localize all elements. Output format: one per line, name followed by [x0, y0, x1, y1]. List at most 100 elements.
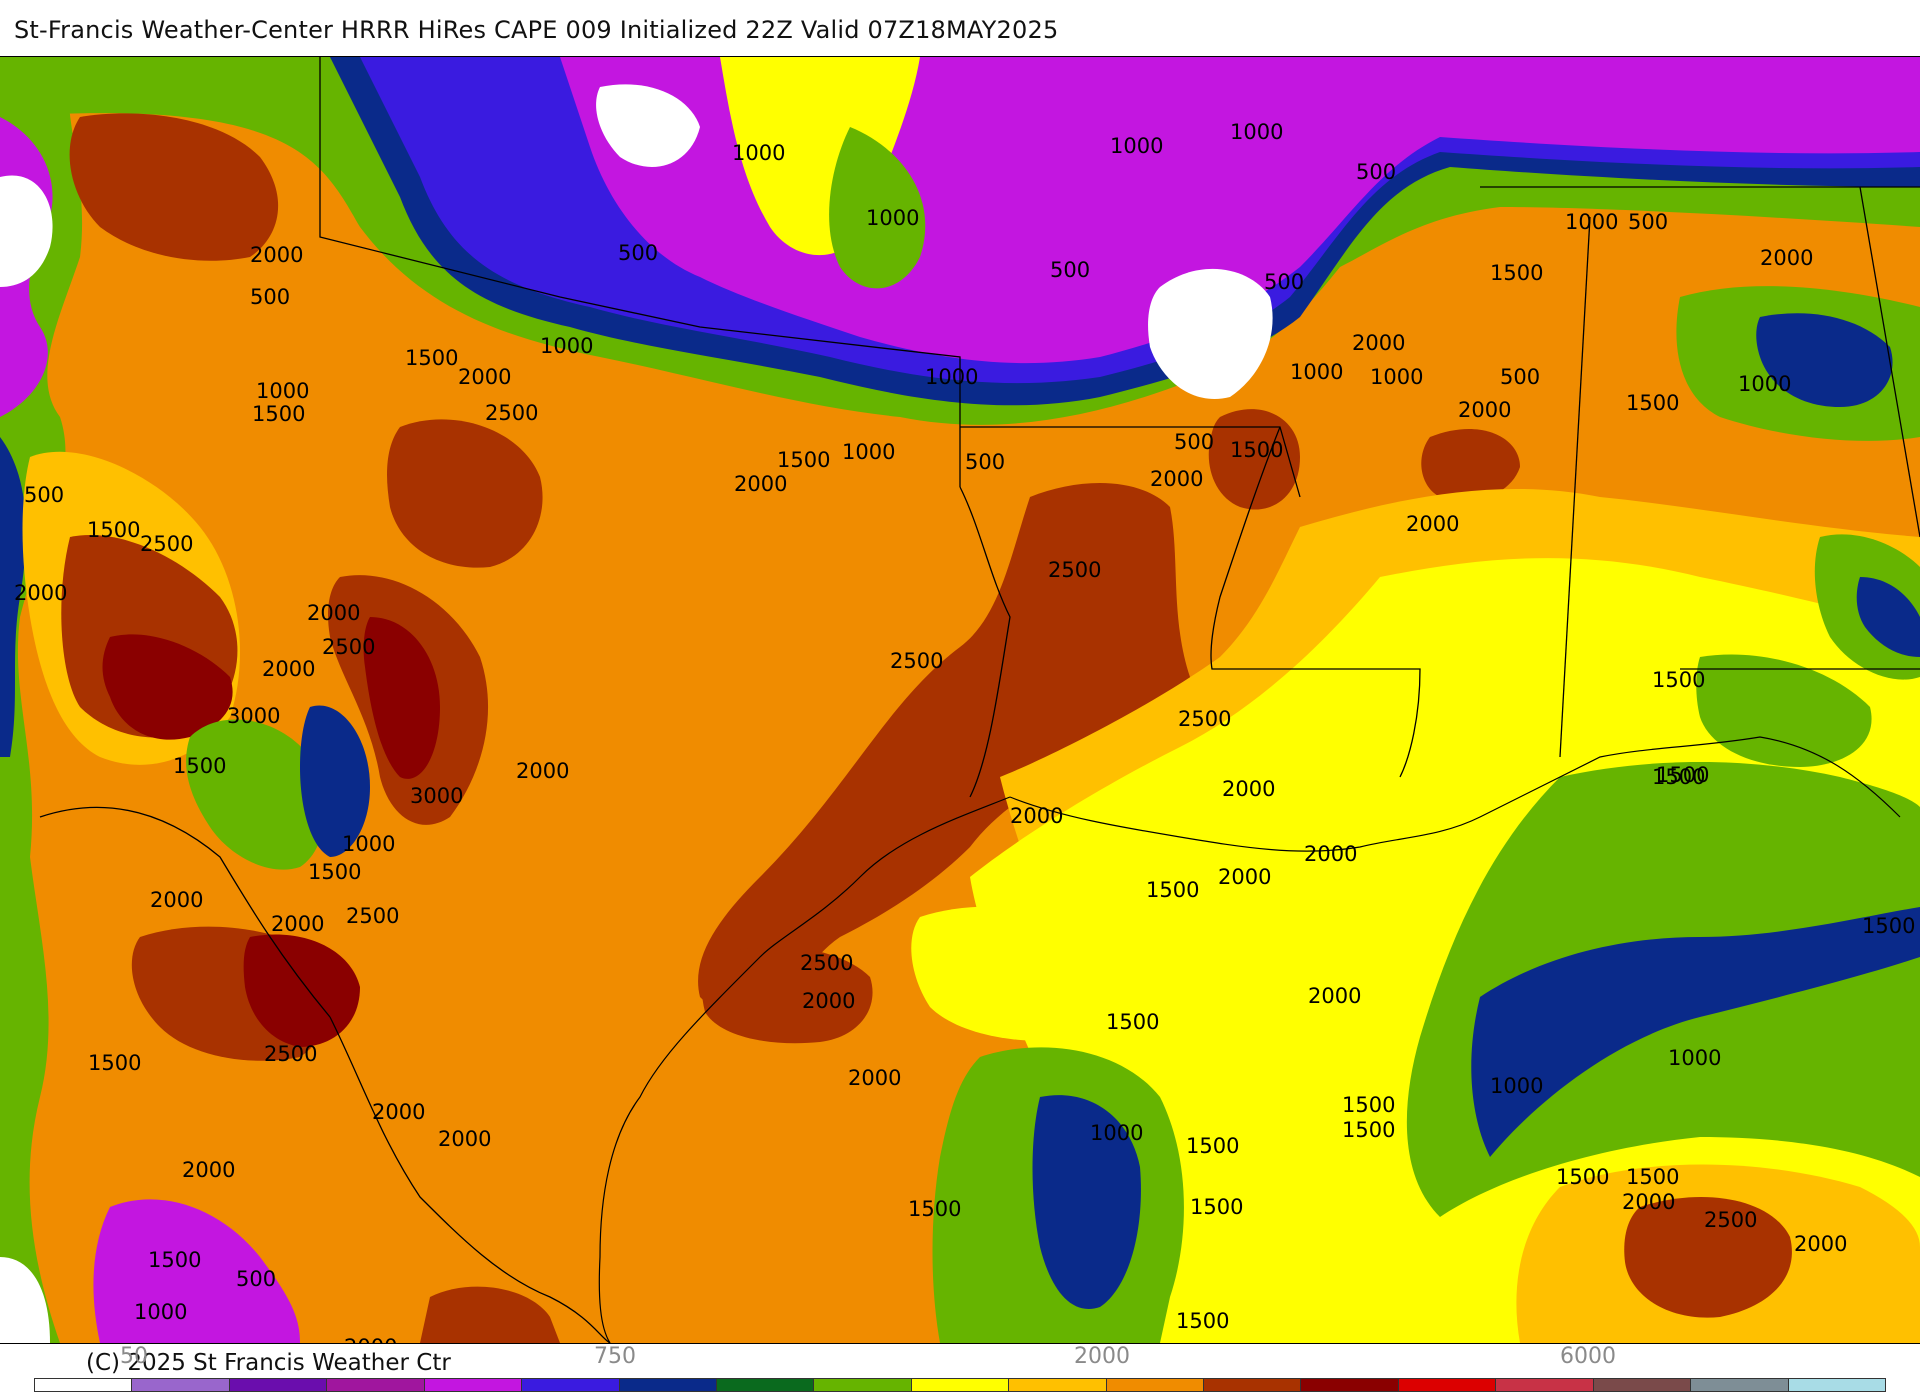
- contour-label: 1500: [1556, 1165, 1609, 1189]
- contour-label: 2500: [1178, 707, 1231, 731]
- colorbar-segment: [1788, 1379, 1886, 1391]
- south-brown-patch: [420, 1286, 560, 1343]
- contour-label: 1500: [1656, 763, 1709, 787]
- contour-label: 2000: [1304, 842, 1357, 866]
- coastline: [598, 736, 1901, 1343]
- contour-label: 500: [1628, 210, 1668, 234]
- contour-label: 2000: [1150, 467, 1203, 491]
- contour-label: 1000: [1370, 365, 1423, 389]
- legend-tick-label: 750: [594, 1344, 636, 1369]
- contour-label: 1000: [1565, 210, 1618, 234]
- contour-labels: 1000 1000 1000 500 1000 500 1000 500 500…: [14, 120, 1915, 1343]
- southeast-brown-zone: [1624, 1197, 1792, 1318]
- contour-label: 2000: [1222, 777, 1275, 801]
- southeast-green-patch: [1696, 654, 1872, 767]
- colorbar-segment: [132, 1379, 230, 1391]
- northeast-navy-zone: [1756, 313, 1893, 407]
- contour-label: 500: [1356, 160, 1396, 184]
- contour-label: 1500: [1186, 1134, 1239, 1158]
- contour-label: 2000: [262, 657, 315, 681]
- contour-label: 2000: [1458, 398, 1511, 422]
- contour-label: 1500: [87, 518, 140, 542]
- contour-label: 1500: [173, 754, 226, 778]
- contour-label: 2000: [848, 1066, 901, 1090]
- colorbar-segment: [327, 1379, 425, 1391]
- colorbar-segment: [619, 1379, 717, 1391]
- colorbar-segment: [1106, 1379, 1205, 1391]
- gulf-navy-zone: [1032, 1095, 1141, 1309]
- contour-label: 2000: [1308, 984, 1361, 1008]
- central-brown-axis: [698, 483, 1192, 1026]
- contour-label: 1000: [1738, 372, 1791, 396]
- colorbar-segment: [1204, 1379, 1302, 1391]
- north-brown-oval: [387, 419, 543, 568]
- contour-label: 2000: [802, 989, 855, 1013]
- contour-label: 1000: [1230, 120, 1283, 144]
- west-navy-valley: [300, 705, 370, 857]
- contour-label: 2000: [14, 581, 67, 605]
- contour-label: 1500: [148, 1248, 201, 1272]
- contour-label: 500: [250, 285, 290, 309]
- contour-label: 2500: [1704, 1208, 1757, 1232]
- contour-label: 2000: [516, 759, 569, 783]
- east-navy-zone: [1471, 907, 1920, 1157]
- contour-label: 2000: [1622, 1190, 1675, 1214]
- east-edge-navy: [1856, 577, 1920, 657]
- contour-label: 1000: [1290, 360, 1343, 384]
- contour-label: 1000: [1490, 1074, 1543, 1098]
- contour-label: 1000: [1668, 1046, 1721, 1070]
- contour-label: 2500: [264, 1042, 317, 1066]
- contour-label: 1500: [1146, 878, 1199, 902]
- southwest-missing-data: [0, 1257, 50, 1343]
- contour-label: 1500: [1490, 261, 1543, 285]
- east-yellow-zone: [970, 558, 1920, 1343]
- contour-label: 500: [618, 241, 658, 265]
- contour-label: 500: [24, 483, 64, 507]
- contour-label: 2000: [307, 601, 360, 625]
- contour-label: 1500: [1652, 668, 1705, 692]
- contour-label: 1000: [256, 379, 309, 403]
- contour-label: 1500: [1626, 391, 1679, 415]
- contour-label: 1000: [1090, 1121, 1143, 1145]
- northwest-brown: [69, 113, 279, 261]
- westcentral-red-core: [363, 617, 440, 779]
- cape-colorbar: [34, 1378, 1886, 1392]
- west-red-core: [102, 634, 233, 740]
- contour-label: 2000: [1352, 331, 1405, 355]
- north-green-pocket: [829, 127, 926, 289]
- contour-label: 1500: [777, 448, 830, 472]
- copyright-notice: (C) 2025 St Francis Weather Ctr: [86, 1350, 451, 1376]
- colorbar-segment: [814, 1379, 912, 1391]
- map-title: St-Francis Weather-Center HRRR HiRes CAP…: [14, 16, 1059, 44]
- contour-label: 1000: [842, 440, 895, 464]
- southwest-magenta: [93, 1199, 300, 1343]
- colorbar-segment: [35, 1379, 133, 1391]
- contour-label: 2000: [372, 1100, 425, 1124]
- contour-label: 2000: [458, 365, 511, 389]
- west-navy-band: [0, 437, 26, 757]
- colorbar-segment: [716, 1379, 815, 1391]
- contour-label: 1500: [1190, 1195, 1243, 1219]
- contour-label: 2500: [1048, 558, 1101, 582]
- contour-label: 2000: [150, 888, 203, 912]
- contour-label: 2500: [800, 951, 853, 975]
- colorbar-segment: [1691, 1379, 1789, 1391]
- state-borders: [39, 57, 1920, 1343]
- contour-label: 1500: [1652, 765, 1705, 789]
- contour-label: 2000: [1794, 1232, 1847, 1256]
- coastal-brown-patch: [701, 946, 873, 1044]
- contour-label: 1500: [1626, 1165, 1679, 1189]
- contour-label: 1500: [1342, 1118, 1395, 1142]
- contour-label: 3000: [227, 704, 280, 728]
- contour-label: 2500: [346, 904, 399, 928]
- contour-label: 2000: [344, 1335, 397, 1343]
- west-missing-data: [0, 175, 53, 287]
- contour-label: 1000: [1110, 134, 1163, 158]
- contour-label: 2500: [322, 635, 375, 659]
- contour-label: 2000: [1406, 512, 1459, 536]
- colorbar-segment: [911, 1379, 1010, 1391]
- contour-label: 500: [1264, 270, 1304, 294]
- legend-tick-label: 6000: [1560, 1344, 1616, 1369]
- contour-label: 1500: [1342, 1093, 1395, 1117]
- contour-label: 1500: [88, 1051, 141, 1075]
